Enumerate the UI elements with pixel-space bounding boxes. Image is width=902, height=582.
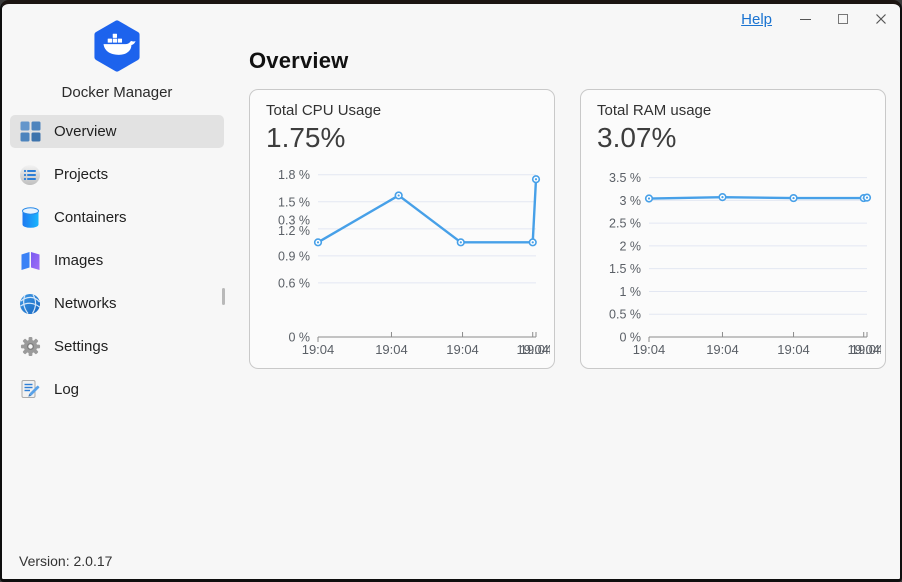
app-name: Docker Manager xyxy=(61,84,173,101)
page-title: Overview xyxy=(249,48,349,73)
svg-text:3.5 %: 3.5 % xyxy=(609,171,641,185)
svg-text:19:04: 19:04 xyxy=(516,342,549,357)
sidebar-item-label: Settings xyxy=(54,338,109,355)
svg-text:1.5 %: 1.5 % xyxy=(278,195,310,209)
sidebar-nav: Overview xyxy=(2,115,232,406)
titlebar: Help xyxy=(741,4,900,34)
version-label: Version: 2.0.17 xyxy=(19,553,113,569)
svg-text:0.3 %: 0.3 % xyxy=(278,213,310,227)
svg-text:1.2 %: 1.2 % xyxy=(278,224,310,238)
ram-current-value: 3.07% xyxy=(597,122,677,153)
docker-logo-icon xyxy=(94,20,140,72)
list-circle-icon xyxy=(18,163,42,187)
cpu-current-value: 1.75% xyxy=(266,122,346,153)
sidebar-item-label: Log xyxy=(54,381,80,398)
sidebar-item-networks[interactable]: Networks xyxy=(10,287,224,320)
svg-text:0 %: 0 % xyxy=(619,331,641,345)
sidebar-item-label: Overview xyxy=(54,123,117,140)
sidebar-item-containers[interactable]: Containers xyxy=(10,201,224,234)
svg-text:0.9 %: 0.9 % xyxy=(278,249,310,263)
svg-text:2 %: 2 % xyxy=(619,239,641,253)
globe-icon xyxy=(18,292,42,316)
svg-text:1.8 %: 1.8 % xyxy=(278,168,310,182)
maximize-icon xyxy=(838,14,848,24)
sidebar-item-overview[interactable]: Overview xyxy=(10,115,224,148)
ram-usage-card: Total RAM usage 3.07% 19:04 19:04 19:04 19:… xyxy=(580,89,886,369)
ram-card-title: Total RAM usage xyxy=(597,102,712,119)
minimize-button[interactable] xyxy=(786,6,824,32)
cards-row: Total CPU Usage 1.75% 19:04 19:04 19:04 19:… xyxy=(249,89,886,369)
book-icon xyxy=(18,249,42,273)
svg-text:19:04: 19:04 xyxy=(375,342,408,357)
svg-text:19:04: 19:04 xyxy=(847,342,880,357)
svg-text:19:04: 19:04 xyxy=(706,342,739,357)
maximize-button[interactable] xyxy=(824,6,862,32)
cpu-card-title: Total CPU Usage xyxy=(266,102,382,119)
grid-icon xyxy=(18,120,42,144)
svg-text:0.5 %: 0.5 % xyxy=(609,308,641,322)
sidebar-item-label: Images xyxy=(54,252,104,269)
app-logo xyxy=(2,18,232,74)
svg-text:19:04: 19:04 xyxy=(446,342,479,357)
sidebar: Docker Manager Overview xyxy=(2,4,232,579)
sidebar-scrollbar[interactable] xyxy=(222,288,225,305)
svg-text:19:04: 19:04 xyxy=(633,342,666,357)
close-icon xyxy=(876,14,886,24)
sidebar-item-label: Networks xyxy=(54,295,117,312)
main-content: Overview Total CPU Usage 1.75% 19:04 19:0… xyxy=(232,34,900,579)
minimize-icon xyxy=(799,18,811,20)
document-pencil-icon xyxy=(18,378,42,402)
svg-text:3 %: 3 % xyxy=(619,194,641,208)
svg-text:19:04: 19:04 xyxy=(777,342,810,357)
sidebar-item-projects[interactable]: Projects xyxy=(10,158,224,191)
help-link[interactable]: Help xyxy=(741,10,772,28)
sidebar-item-log[interactable]: Log xyxy=(10,373,224,406)
sidebar-item-images[interactable]: Images xyxy=(10,244,224,277)
close-button[interactable] xyxy=(862,6,900,32)
svg-text:19:04: 19:04 xyxy=(302,342,335,357)
svg-text:19:04: 19:04 xyxy=(520,342,550,357)
svg-text:2.5 %: 2.5 % xyxy=(609,217,641,231)
database-icon xyxy=(18,206,42,230)
gear-icon xyxy=(18,335,42,359)
svg-text:1.5 %: 1.5 % xyxy=(609,262,641,276)
sidebar-item-settings[interactable]: Settings xyxy=(10,330,224,363)
svg-text:1 %: 1 % xyxy=(619,285,641,299)
svg-text:0 %: 0 % xyxy=(288,331,310,345)
svg-text:19:04: 19:04 xyxy=(851,342,881,357)
cpu-usage-card: Total CPU Usage 1.75% 19:04 19:04 19:04 19:… xyxy=(249,89,555,369)
svg-text:0.6 %: 0.6 % xyxy=(278,276,310,290)
sidebar-item-label: Containers xyxy=(54,209,127,226)
sidebar-item-label: Projects xyxy=(54,166,109,183)
